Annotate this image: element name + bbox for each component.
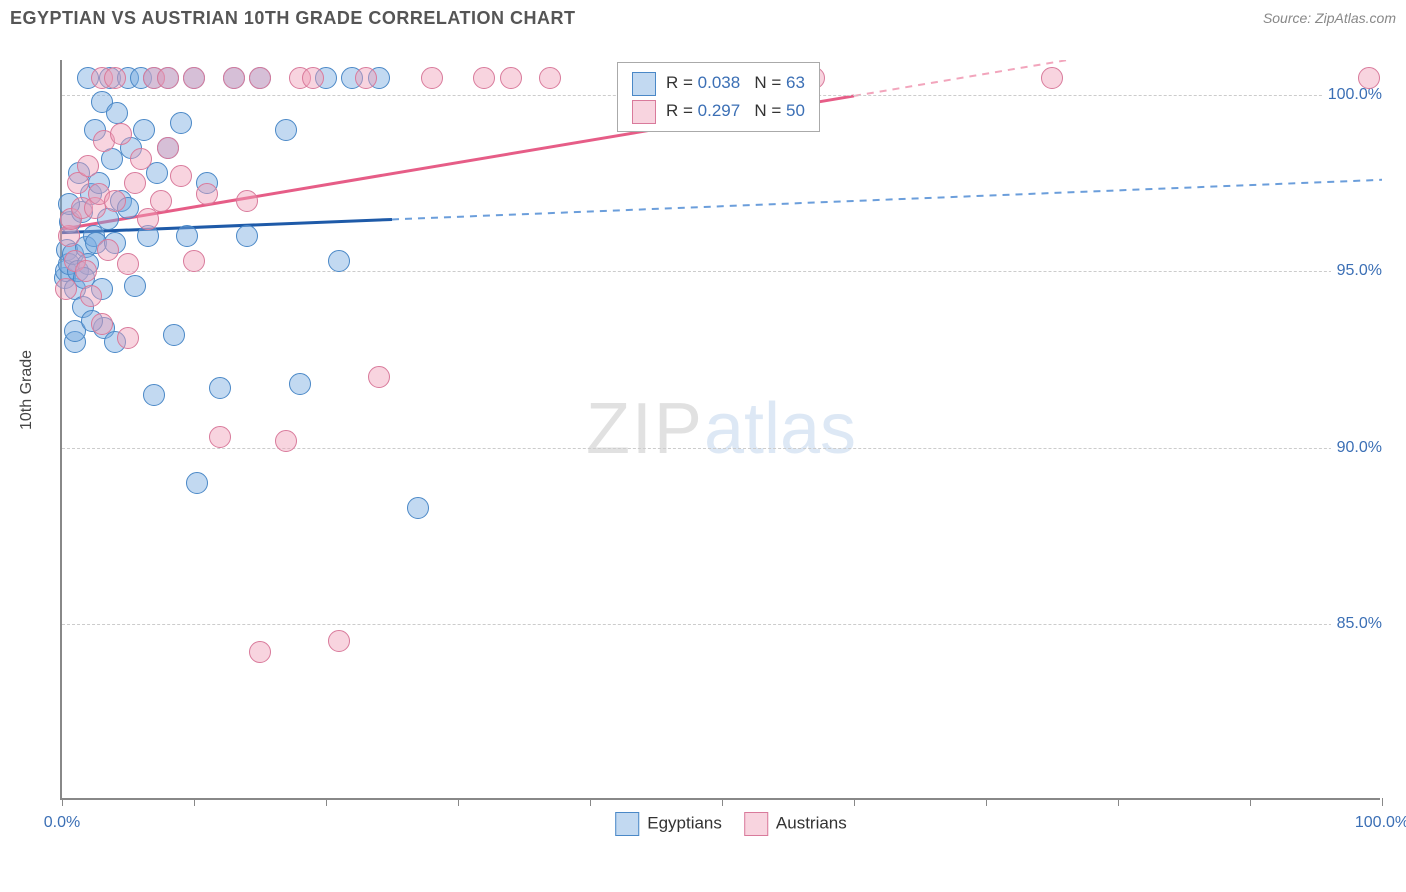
data-point: [104, 67, 126, 89]
data-point: [209, 377, 231, 399]
data-point: [110, 123, 132, 145]
data-point: [117, 253, 139, 275]
data-point: [143, 384, 165, 406]
data-point: [473, 67, 495, 89]
y-tick-label: 95.0%: [1331, 262, 1382, 280]
data-point: [183, 67, 205, 89]
data-point: [163, 324, 185, 346]
x-tick-label: 0.0%: [44, 814, 80, 832]
data-point: [275, 430, 297, 452]
data-point: [1358, 67, 1380, 89]
data-point: [170, 165, 192, 187]
data-point: [77, 155, 99, 177]
data-point: [223, 67, 245, 89]
scatter-plot: ZIPatlas 85.0%90.0%95.0%100.0%0.0%100.0%…: [60, 60, 1380, 800]
y-tick-label: 100.0%: [1322, 86, 1382, 104]
x-tick: [458, 798, 459, 806]
data-point: [328, 250, 350, 272]
data-point: [106, 102, 128, 124]
data-point: [289, 373, 311, 395]
data-point: [328, 630, 350, 652]
gridline: [62, 448, 1382, 449]
data-point: [407, 497, 429, 519]
gridline: [62, 271, 1382, 272]
data-point: [157, 67, 179, 89]
data-point: [249, 641, 271, 663]
data-point: [421, 67, 443, 89]
data-point: [539, 67, 561, 89]
data-point: [183, 250, 205, 272]
data-point: [236, 225, 258, 247]
watermark: ZIPatlas: [586, 388, 856, 470]
x-tick: [194, 798, 195, 806]
x-tick: [986, 798, 987, 806]
x-tick: [854, 798, 855, 806]
data-point: [133, 119, 155, 141]
data-point: [97, 239, 119, 261]
gridline: [62, 624, 1382, 625]
data-point: [157, 137, 179, 159]
data-point: [176, 225, 198, 247]
data-point: [124, 172, 146, 194]
data-point: [209, 426, 231, 448]
data-point: [75, 260, 97, 282]
x-tick-label: 100.0%: [1355, 814, 1406, 832]
data-point: [196, 183, 218, 205]
legend-label: Egyptians: [647, 813, 722, 832]
data-point: [80, 285, 102, 307]
legend-swatch: [615, 812, 639, 836]
data-point: [150, 190, 172, 212]
x-tick: [590, 798, 591, 806]
data-point: [186, 472, 208, 494]
x-tick: [722, 798, 723, 806]
data-point: [249, 67, 271, 89]
legend-row: R = 0.297 N = 50: [632, 97, 805, 125]
x-tick: [1250, 798, 1251, 806]
legend-swatch: [744, 812, 768, 836]
data-point: [368, 366, 390, 388]
y-axis-label: 10th Grade: [18, 350, 36, 430]
data-point: [500, 67, 522, 89]
x-tick: [326, 798, 327, 806]
x-tick: [1382, 798, 1383, 806]
chart-title: EGYPTIAN VS AUSTRIAN 10TH GRADE CORRELAT…: [10, 8, 576, 28]
y-tick-label: 90.0%: [1331, 439, 1382, 457]
data-point: [355, 67, 377, 89]
x-tick: [1118, 798, 1119, 806]
data-point: [91, 313, 113, 335]
data-point: [302, 67, 324, 89]
data-point: [1041, 67, 1063, 89]
legend-correlation: R = 0.038 N = 63R = 0.297 N = 50: [617, 62, 820, 132]
data-point: [170, 112, 192, 134]
legend-bottom: Egyptians Austrians: [593, 812, 847, 836]
y-tick-label: 85.0%: [1331, 615, 1382, 633]
legend-row: R = 0.038 N = 63: [632, 69, 805, 97]
data-point: [275, 119, 297, 141]
data-point: [236, 190, 258, 212]
legend-label: Austrians: [776, 813, 847, 832]
data-point: [104, 190, 126, 212]
source-label: Source: ZipAtlas.com: [1263, 10, 1396, 26]
data-point: [117, 327, 139, 349]
x-tick: [62, 798, 63, 806]
data-point: [130, 148, 152, 170]
data-point: [124, 275, 146, 297]
data-point: [55, 278, 77, 300]
